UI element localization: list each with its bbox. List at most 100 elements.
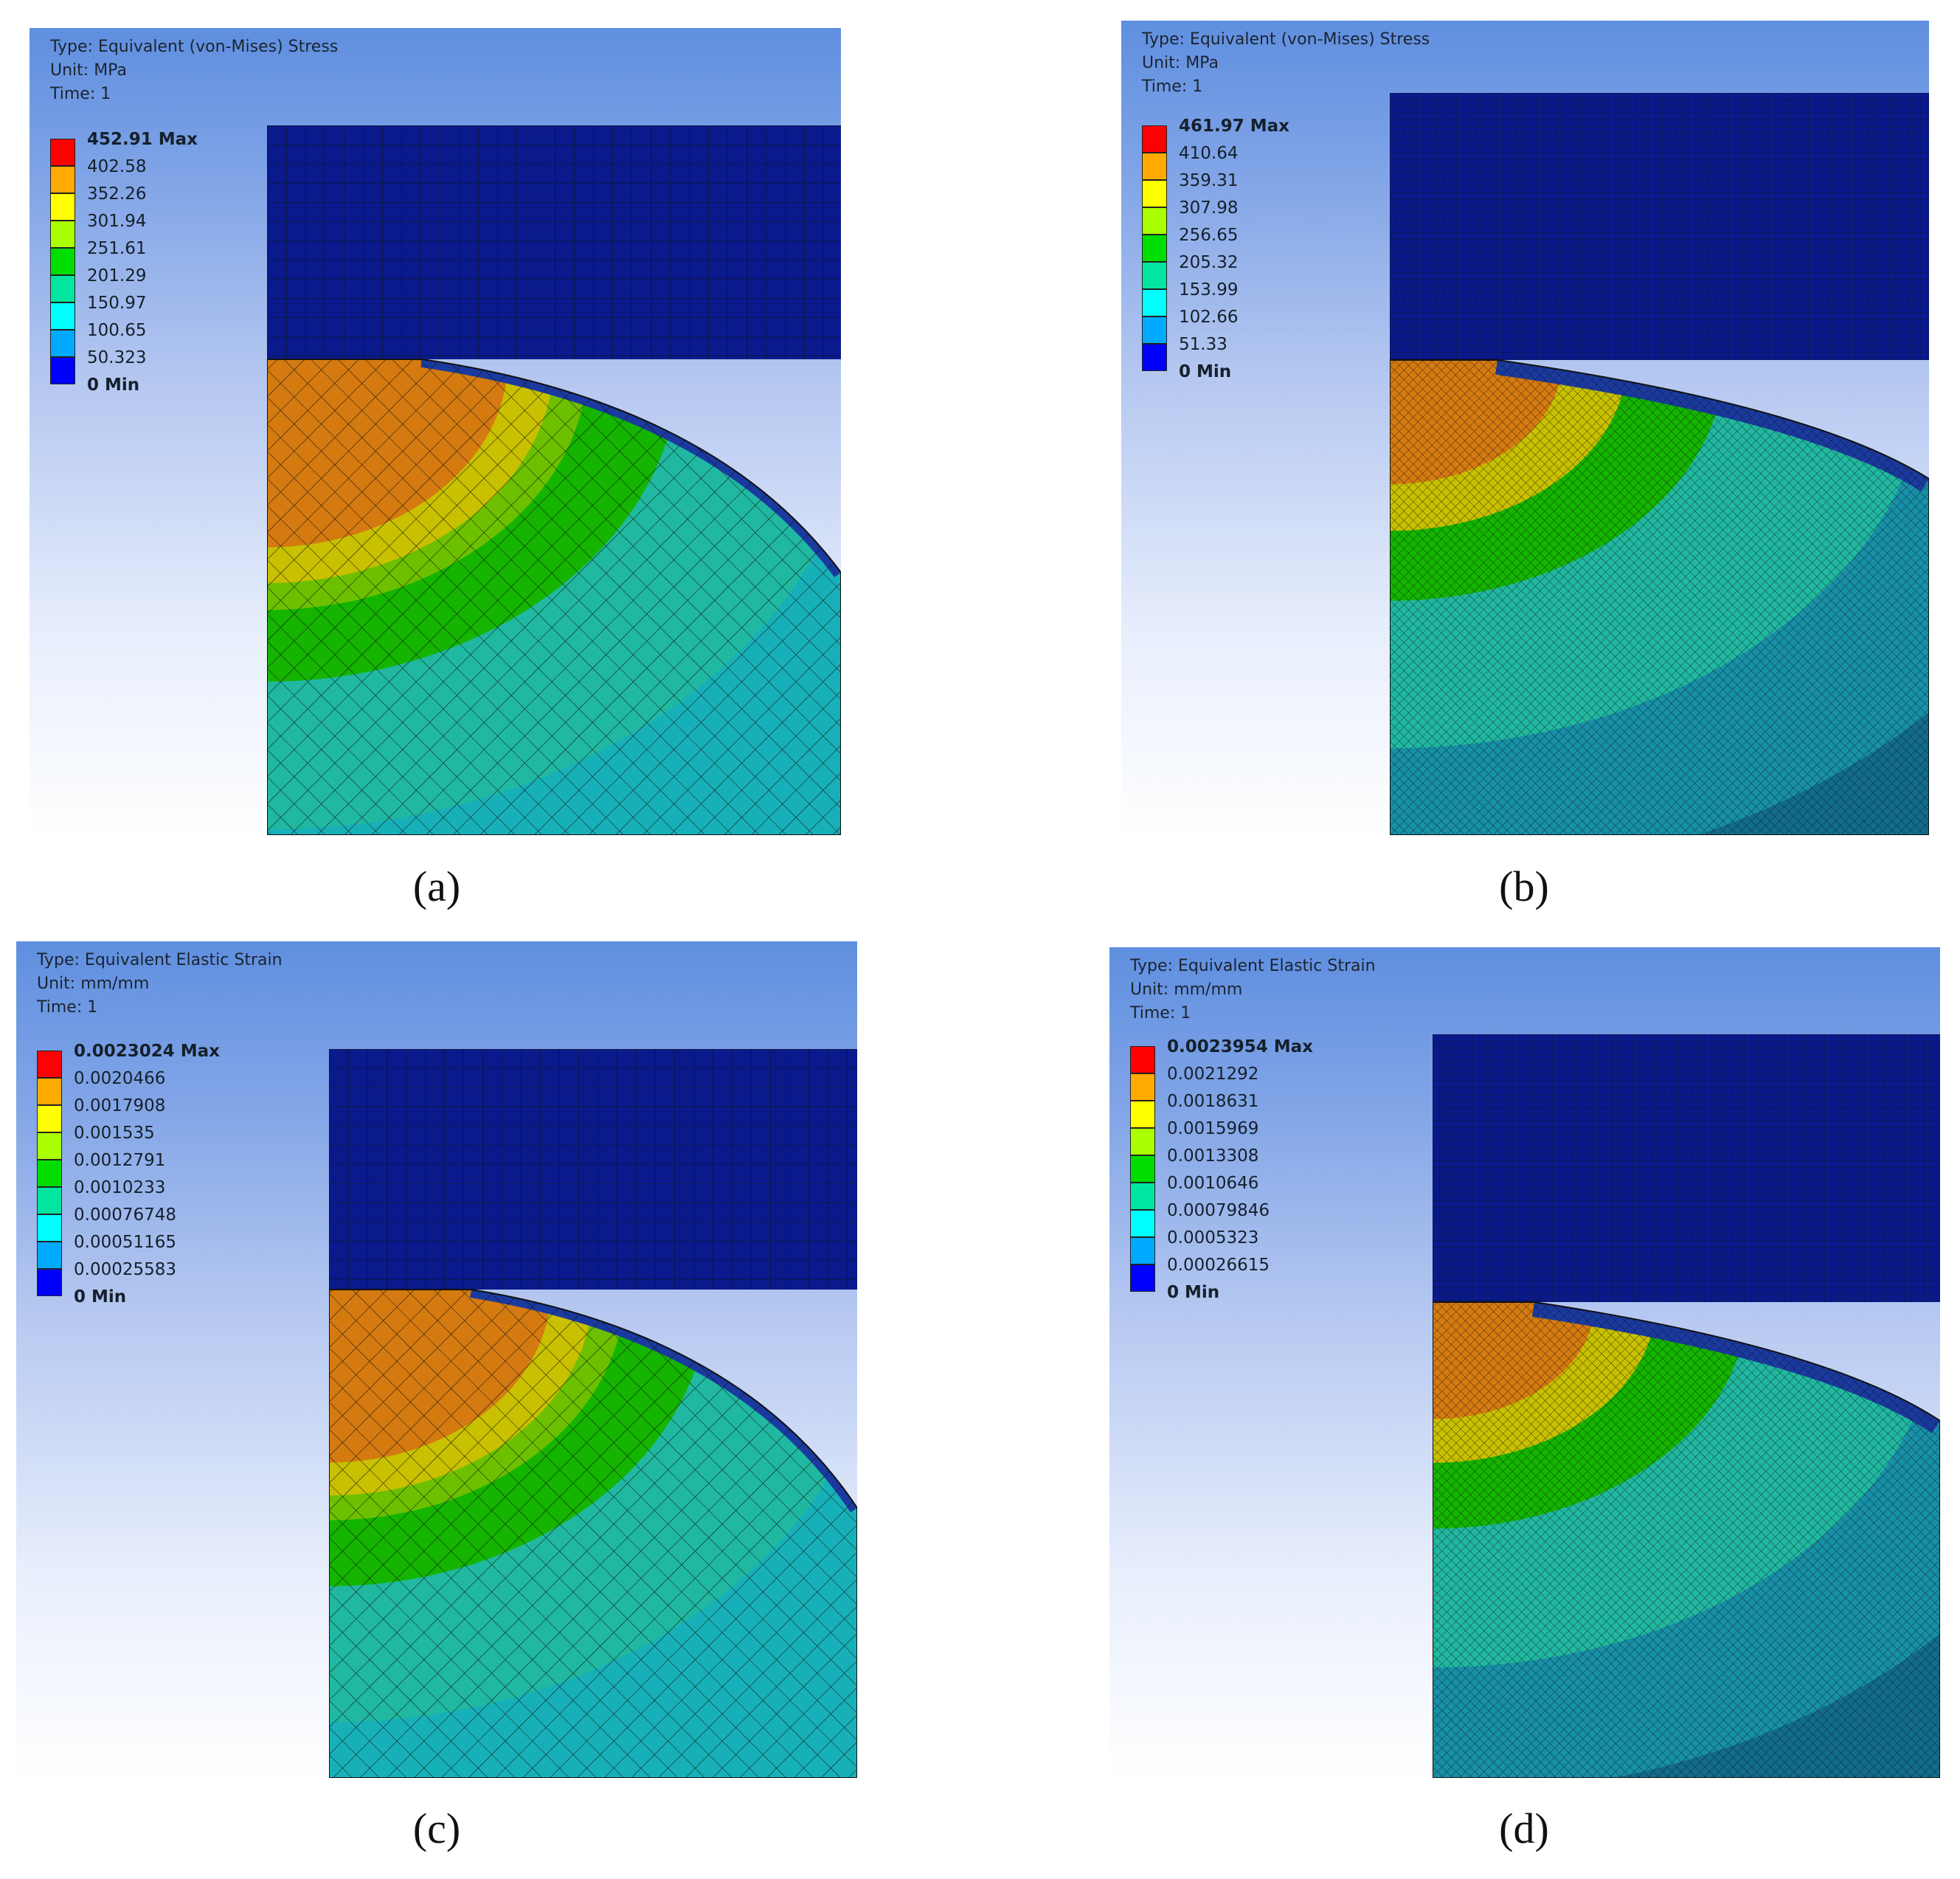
legend-row: 256.65 <box>1142 226 1289 262</box>
legend-label: 359.31 <box>1179 170 1239 190</box>
legend-row: 0 Min <box>50 376 198 412</box>
fea-model <box>267 125 841 835</box>
legend-swatch <box>50 248 75 275</box>
color-legend: 461.97 Max 410.64 359.31 307.98 256.65 205.32… <box>1142 117 1289 398</box>
legend-label: 0.0005323 <box>1167 1228 1259 1248</box>
legend-label: 100.65 <box>87 320 147 340</box>
legend-swatch <box>1130 1101 1155 1128</box>
model-outline <box>267 359 841 835</box>
result-info: Type: Equivalent (von-Mises) Stress Unit… <box>1142 28 1430 99</box>
legend-swatch <box>50 302 75 330</box>
legend-label: 50.323 <box>87 347 147 367</box>
result-time: Time: 1 <box>37 998 98 1017</box>
legend-row: 0.00026615 <box>1130 1256 1313 1292</box>
legend-row: 102.66 <box>1142 308 1289 344</box>
legend-label: 0.00079846 <box>1167 1200 1270 1220</box>
legend-swatch <box>37 1105 62 1132</box>
caption-c: (c) <box>412 1804 461 1852</box>
legend-row: 150.97 <box>50 294 198 330</box>
legend-swatch <box>1142 153 1167 180</box>
lower-mesh <box>1433 1302 1940 1778</box>
legend-label: 0.0013308 <box>1167 1146 1259 1166</box>
legend-swatch <box>37 1132 62 1160</box>
legend-label: 0 Min <box>74 1287 127 1307</box>
legend-row: 410.64 <box>1142 144 1289 180</box>
legend-label: 0.0023954 Max <box>1167 1037 1314 1056</box>
lower-mesh <box>267 359 841 835</box>
legend-row: 100.65 <box>50 321 198 357</box>
legend-label: 256.65 <box>1179 225 1239 245</box>
legend-row: 201.29 <box>50 266 198 302</box>
legend-row: 0.0023954 Max <box>1130 1037 1313 1073</box>
legend-swatch <box>1130 1237 1155 1264</box>
color-legend: 0.0023954 Max 0.0021292 0.0018631 0.0015969… <box>1130 1037 1313 1319</box>
legend-row: 0.0015969 <box>1130 1119 1313 1155</box>
panel-d: Type: Equivalent Elastic Strain Unit: mm… <box>981 930 1960 1879</box>
legend-row: 50.323 <box>50 348 198 384</box>
legend-label: 0.0010646 <box>1167 1173 1259 1193</box>
legend-label: 0.001535 <box>74 1123 155 1143</box>
legend-label: 51.33 <box>1179 334 1227 354</box>
legend-swatch <box>50 330 75 357</box>
panel-a: Type: Equivalent (von-Mises) Stress Unit… <box>0 0 981 930</box>
legend-row: 153.99 <box>1142 280 1289 316</box>
legend-label: 205.32 <box>1179 252 1239 272</box>
result-time: Time: 1 <box>1142 77 1203 96</box>
legend-row: 461.97 Max <box>1142 117 1289 153</box>
legend-row: 307.98 <box>1142 198 1289 235</box>
legend-label: 153.99 <box>1179 280 1239 300</box>
panel-c: Type: Equivalent Elastic Strain Unit: mm… <box>0 930 981 1879</box>
caption-b: (b) <box>1499 862 1549 910</box>
color-legend: 0.0023024 Max 0.0020466 0.0017908 0.001535 0… <box>37 1042 220 1323</box>
result-type: Type: Equivalent Elastic Strain <box>1130 957 1376 975</box>
legend-row: 0.00076748 <box>37 1205 220 1242</box>
legend-label: 0.0021292 <box>1167 1064 1259 1084</box>
color-legend: 452.91 Max 402.58 352.26 301.94 251.61 201.29… <box>50 130 198 412</box>
legend-swatch <box>1142 235 1167 262</box>
legend-label: 461.97 Max <box>1179 116 1290 136</box>
result-type: Type: Equivalent (von-Mises) Stress <box>1142 30 1430 49</box>
legend-label: 0 Min <box>1179 361 1232 381</box>
legend-swatch <box>37 1051 62 1078</box>
legend-row: 0.0021292 <box>1130 1065 1313 1101</box>
model-outline <box>329 1289 857 1778</box>
legend-swatch <box>1130 1210 1155 1237</box>
panel-b: Type: Equivalent (von-Mises) Stress Unit… <box>981 0 1960 930</box>
viewport-b: Type: Equivalent (von-Mises) Stress Unit… <box>1121 21 1929 835</box>
legend-label: 0.0010233 <box>74 1177 166 1197</box>
legend-label: 0.00025583 <box>74 1259 177 1279</box>
legend-row: 0.0018631 <box>1130 1092 1313 1128</box>
viewport-c: Type: Equivalent Elastic Strain Unit: mm… <box>16 941 857 1778</box>
legend-row: 51.33 <box>1142 335 1289 371</box>
result-info: Type: Equivalent Elastic Strain Unit: mm… <box>37 949 283 1020</box>
legend-swatch <box>1142 316 1167 344</box>
legend-row: 0.0023024 Max <box>37 1042 220 1078</box>
legend-label: 0 Min <box>87 375 140 395</box>
model-outline <box>1390 359 1929 835</box>
legend-row: 359.31 <box>1142 171 1289 207</box>
result-time: Time: 1 <box>1130 1004 1191 1022</box>
contour-region <box>1433 1302 1940 1778</box>
legend-row: 0.0013308 <box>1130 1146 1313 1183</box>
legend-label: 410.64 <box>1179 143 1239 163</box>
legend-swatch <box>1142 262 1167 289</box>
legend-row: 452.91 Max <box>50 130 198 166</box>
legend-swatch <box>1130 1155 1155 1183</box>
upper-block-mesh <box>1433 1034 1940 1302</box>
legend-row: 402.58 <box>50 157 198 193</box>
fea-model <box>1390 93 1929 835</box>
legend-row: 0.0005323 <box>1130 1228 1313 1264</box>
legend-row: 0.001535 <box>37 1124 220 1160</box>
caption-d: (d) <box>1499 1804 1549 1852</box>
legend-row: 0.00051165 <box>37 1233 220 1269</box>
result-unit: Unit: mm/mm <box>1130 980 1243 999</box>
legend-label: 301.94 <box>87 211 147 231</box>
upper-block-mesh <box>1390 93 1929 360</box>
upper-block-mesh <box>329 1049 857 1290</box>
legend-row: 0.0017908 <box>37 1096 220 1132</box>
viewport-a: Type: Equivalent (von-Mises) Stress Unit… <box>30 28 841 835</box>
fea-model <box>329 1049 857 1778</box>
legend-swatch <box>1130 1264 1155 1292</box>
legend-swatch <box>50 221 75 248</box>
result-info: Type: Equivalent (von-Mises) Stress Unit… <box>50 35 338 106</box>
